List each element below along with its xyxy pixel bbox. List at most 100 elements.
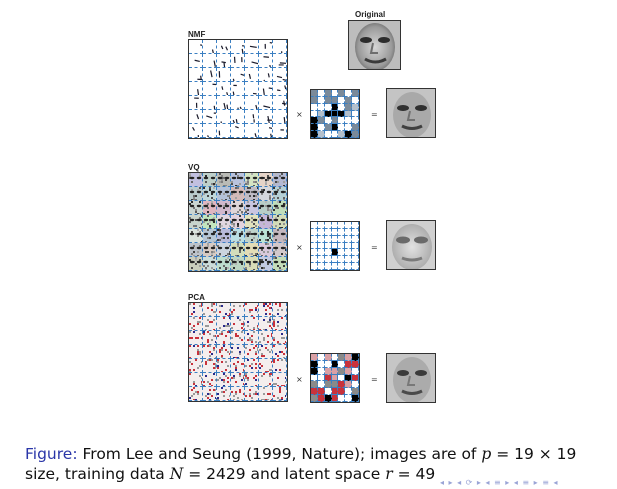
coefficient-cell [338,388,346,396]
coefficient-cell [324,222,332,229]
basis-cell [245,229,259,243]
coefficient-cell [331,110,339,118]
coefficient-cell [352,256,359,264]
basis-cell [273,317,287,331]
coefficient-cell [345,263,353,270]
basis-cell [231,359,245,373]
basis-cell [217,359,231,373]
basis-cell [259,345,273,359]
basis-cell [231,110,245,124]
coefficient-cell [317,381,325,389]
coefficient-cell [331,263,339,270]
coefficient-cell [352,388,359,396]
basis-cell [189,40,203,54]
basis-cell [203,173,217,187]
coefficient-cell [352,263,359,270]
basis-cell [203,345,217,359]
basis-cell [189,243,203,257]
coefficient-cell [345,367,353,375]
basis-cell [245,173,259,187]
times-symbol: × [296,375,303,384]
basis-cell [203,373,217,387]
basis-cell [203,68,217,82]
coefficient-cell [311,96,318,104]
pca-reconstruction-face [386,353,436,403]
coefficient-cell [331,249,339,257]
coefficient-cell [317,242,325,250]
basis-cell [189,187,203,201]
basis-cell [189,303,203,317]
basis-cell [231,317,245,331]
coefficient-cell [324,256,332,264]
basis-cell [245,359,259,373]
coefficient-cell [324,235,332,243]
basis-cell [231,373,245,387]
basis-cell [217,303,231,317]
coefficient-cell [331,388,339,396]
basis-cell [203,124,217,138]
coefficient-cell [352,117,359,125]
coefficient-cell [338,103,346,111]
coefficient-cell [338,360,346,368]
coefficient-cell [352,249,359,257]
basis-cell [189,82,203,96]
coefficient-cell [317,360,325,368]
basis-cell [231,96,245,110]
coefficient-cell [324,90,332,97]
coefficient-cell [345,381,353,389]
coefficient-cell [324,103,332,111]
coefficient-cell [352,395,359,402]
basis-cell [245,303,259,317]
coefficient-cell [352,103,359,111]
basis-cell [273,110,287,124]
coefficient-cell [352,222,359,229]
basis-cell [217,82,231,96]
basis-cell [189,68,203,82]
basis-cell [189,257,203,271]
basis-cell [217,345,231,359]
coefficient-cell [345,256,353,264]
coefficient-cell [324,360,332,368]
basis-cell [217,257,231,271]
basis-cell [189,331,203,345]
coefficient-cell [331,395,339,402]
pca-basis-grid [188,302,288,402]
coefficient-cell [338,235,346,243]
basis-cell [189,173,203,187]
pca-label: PCA [188,293,205,302]
coefficient-cell [352,110,359,118]
basis-cell [189,96,203,110]
coefficient-cell [338,256,346,264]
coefficient-cell [317,354,325,361]
coefficient-cell [345,222,353,229]
coefficient-cell [352,228,359,236]
coefficient-cell [317,131,325,138]
figure-caption: Figure: From Lee and Seung (1999, Nature… [25,444,605,484]
basis-cell [273,187,287,201]
basis-cell [217,110,231,124]
coefficient-cell [317,110,325,118]
coefficient-cell [317,117,325,125]
basis-cell [189,215,203,229]
basis-cell [245,110,259,124]
basis-cell [203,229,217,243]
coefficient-cell [317,124,325,132]
basis-cell [245,345,259,359]
basis-cell [203,303,217,317]
times-symbol: × [296,243,303,252]
coefficient-cell [324,117,332,125]
coefficient-cell [317,90,325,97]
basis-cell [189,110,203,124]
basis-cell [273,345,287,359]
caption-r-value: = 49 [392,465,436,483]
coefficient-cell [311,131,318,138]
basis-cell [203,54,217,68]
basis-cell [231,40,245,54]
coefficient-cell [345,249,353,257]
coefficient-cell [352,367,359,375]
coefficient-cell [317,395,325,402]
nmf-coefficient-grid [310,89,360,139]
beamer-navigation-icons[interactable]: ◂ ▸ ◂ ⟳ ▸ ◂ ≡ ▸ ◂ ≡ ▸ ≡ ◂ [440,478,559,487]
basis-cell [259,54,273,68]
coefficient-cell [345,228,353,236]
